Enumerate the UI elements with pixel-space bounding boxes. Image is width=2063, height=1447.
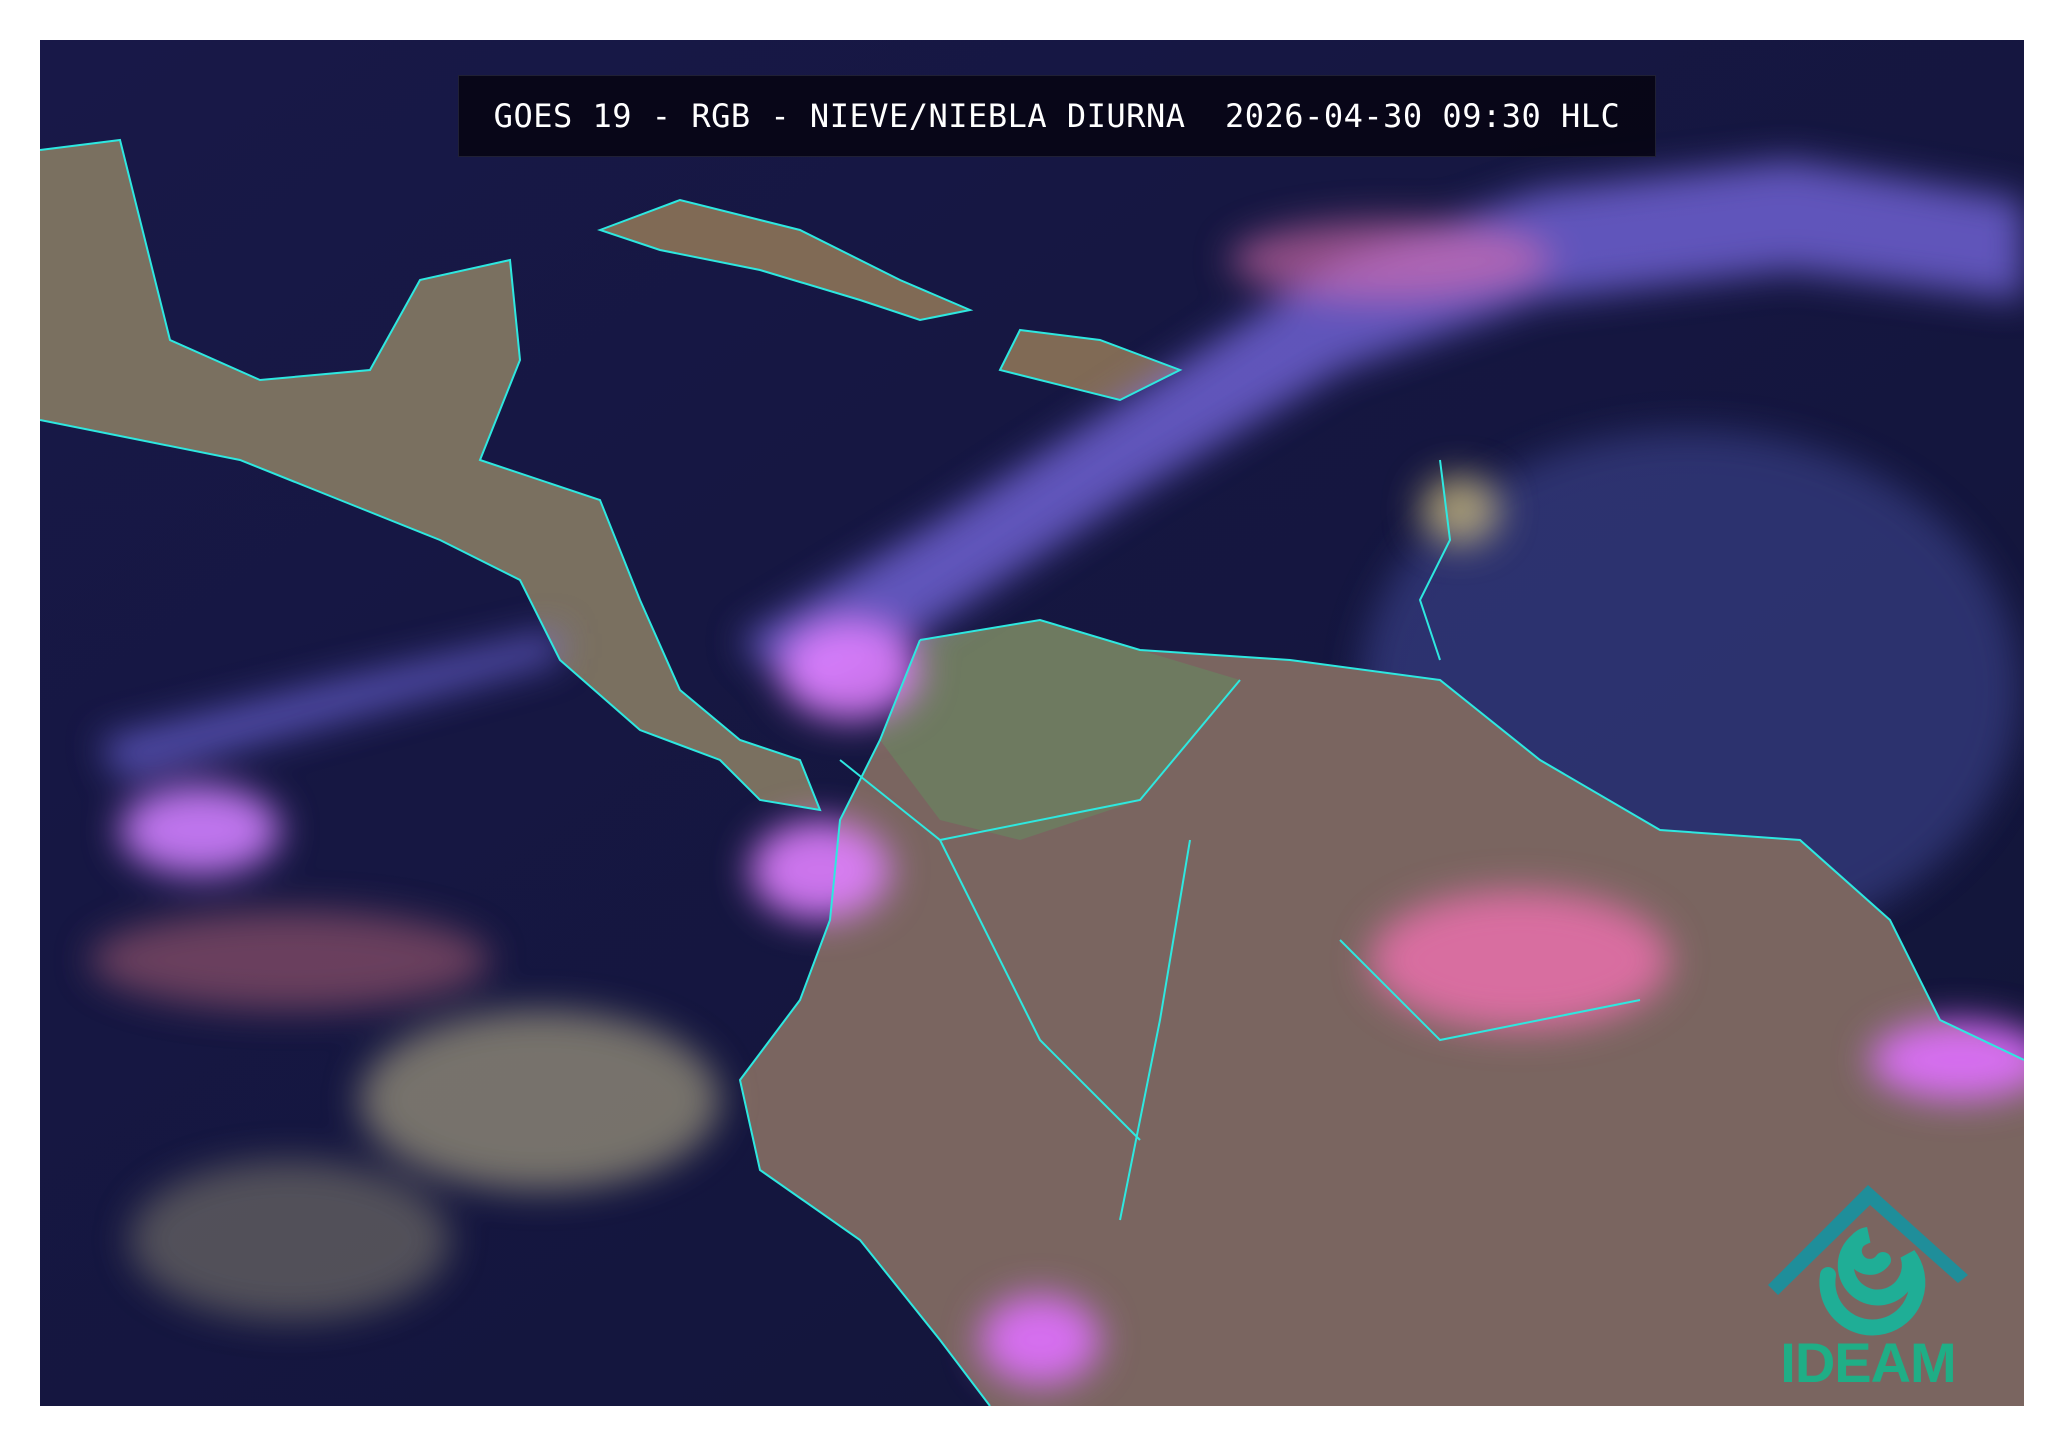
satellite-image: GOES 19 - RGB - NIEVE/NIEBLA DIURNA 2026… — [40, 40, 2024, 1406]
ideam-logo-text: IDEAM — [1780, 1331, 1956, 1394]
cloud-bands — [90, 160, 2024, 1385]
ideam-logo: IDEAM — [1758, 1175, 1978, 1395]
title-bar: GOES 19 - RGB - NIEVE/NIEBLA DIURNA 2026… — [458, 75, 1656, 157]
satellite-imagery — [40, 40, 2024, 1406]
ideam-logo-icon — [1768, 1185, 1968, 1336]
land-cuba — [600, 200, 1180, 400]
coastlines — [40, 138, 2024, 1406]
image-title: GOES 19 - RGB - NIEVE/NIEBLA DIURNA 2026… — [493, 97, 1621, 135]
land-central-america-mexico — [40, 140, 820, 810]
